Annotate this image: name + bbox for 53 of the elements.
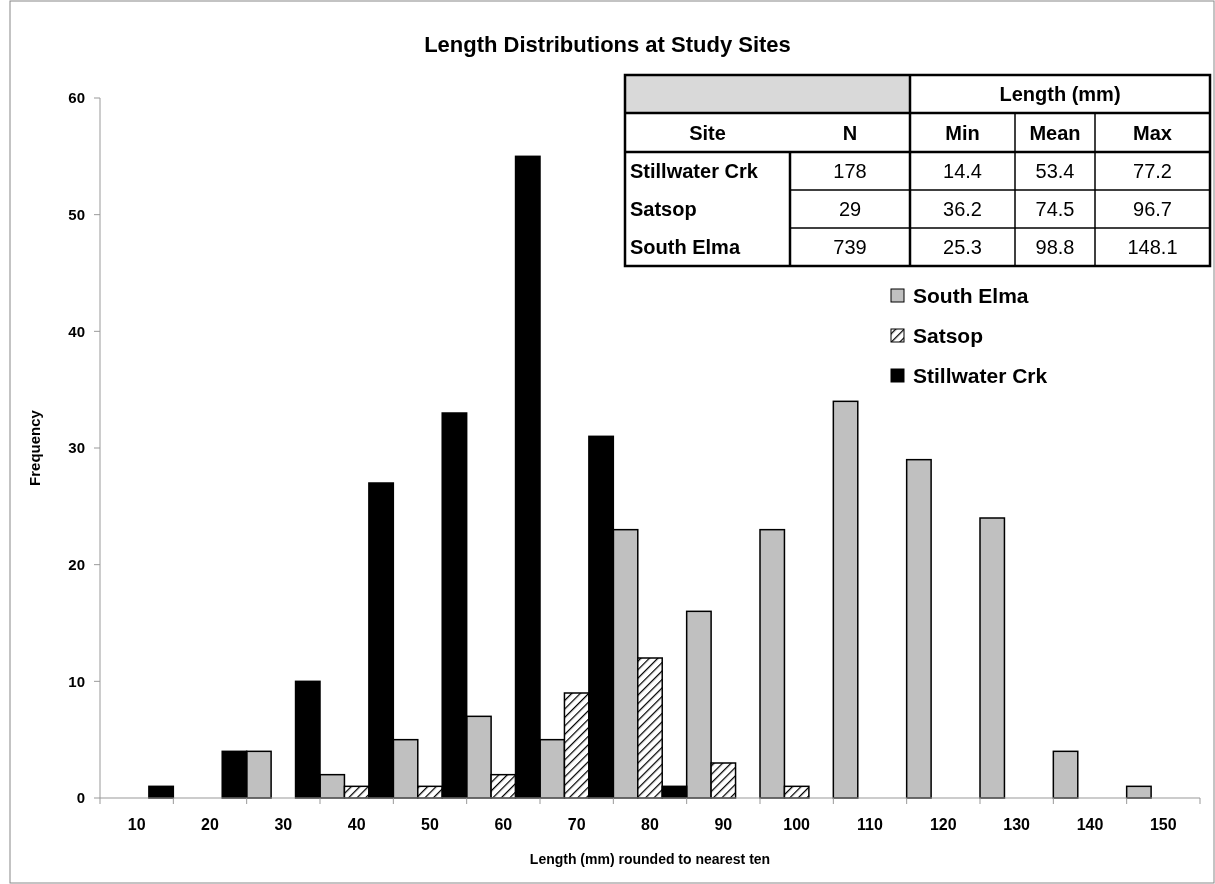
text: 178	[833, 160, 867, 182]
category-label: Stillwater Crk	[630, 160, 758, 182]
x-tick-label: 30	[274, 816, 293, 833]
category-label: Max	[1133, 121, 1172, 144]
x-tick-label: 50	[421, 816, 439, 833]
category-label: N	[842, 121, 858, 144]
x-tick-label: 100	[783, 816, 811, 833]
text: 77.2	[1133, 160, 1172, 182]
y-tick-label: 40	[68, 322, 85, 340]
bar	[1052, 750, 1079, 799]
category-label: Satsop	[630, 198, 697, 220]
x-tick-label: 130	[1003, 816, 1031, 833]
x-tick-label: 20	[201, 816, 219, 833]
text: Length (mm)	[999, 83, 1121, 105]
text: 29	[838, 198, 862, 220]
y-tick-label: 50	[68, 205, 85, 223]
chart-title: Length Distributions at Study Sites	[424, 32, 791, 57]
bar	[905, 458, 932, 799]
text: 74.5	[1035, 198, 1075, 220]
x-tick-label: 80	[641, 816, 659, 833]
legend-label: South Elma	[913, 284, 1029, 308]
y-tick-label: 60	[68, 89, 85, 107]
text: 98.8	[1035, 236, 1075, 258]
text: 96.7	[1133, 198, 1172, 220]
text: 14.4	[943, 160, 982, 182]
x-tick-label: 120	[929, 816, 957, 833]
x-tick-label: 40	[347, 816, 366, 833]
x-tick-label: 140	[1076, 816, 1104, 833]
x-tick-label: 90	[714, 816, 733, 833]
x-tick-label: 70	[567, 816, 586, 833]
text: 25.3	[943, 236, 982, 258]
y-tick-label: 30	[68, 439, 85, 457]
category-label: Min	[945, 121, 980, 144]
legend-label: Satsop	[913, 324, 984, 348]
y-tick-label: 20	[68, 555, 85, 573]
y-axis-title: Frequency	[26, 409, 43, 486]
bar	[979, 517, 1006, 799]
category-label: Mean	[1029, 121, 1081, 144]
x-tick-label: 110	[857, 816, 884, 833]
y-tick-label: 10	[68, 672, 85, 690]
category-label: Site	[689, 121, 726, 144]
y-tick-label: 0	[76, 789, 85, 807]
x-tick-label: 150	[1149, 816, 1177, 833]
text: 739	[833, 236, 867, 258]
text: 36.2	[943, 198, 982, 220]
category-label: South Elma	[630, 236, 741, 258]
text: 148.1	[1127, 236, 1178, 258]
x-tick-label: 10	[127, 816, 146, 833]
legend-label: Stillwater Crk	[913, 364, 1048, 388]
bar	[832, 400, 859, 799]
x-tick-label: 60	[494, 816, 513, 833]
x-axis-title: Length (mm) rounded to nearest ten	[529, 851, 771, 867]
text: 53.4	[1035, 160, 1075, 182]
